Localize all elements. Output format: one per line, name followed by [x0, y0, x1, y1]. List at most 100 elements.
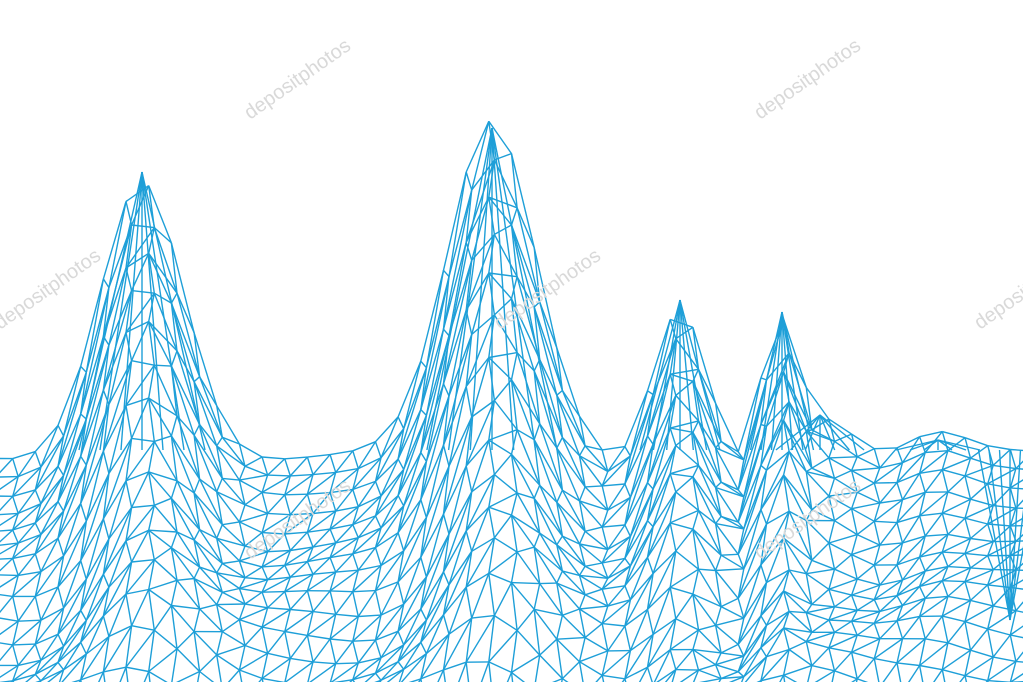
mesh-edge: [988, 449, 1011, 621]
mesh-edge: [193, 577, 223, 593]
mesh-edge: [465, 314, 496, 387]
mesh-edge: [562, 678, 569, 682]
mesh-edge: [850, 456, 858, 471]
mesh-edge: [782, 590, 790, 612]
mesh-edge: [766, 450, 790, 471]
mesh-edge: [539, 484, 564, 537]
mesh-edge: [306, 510, 337, 533]
mesh-edge: [284, 565, 291, 578]
mesh-edge: [728, 676, 745, 682]
mesh-edge: [352, 672, 376, 681]
mesh-edge: [556, 535, 563, 546]
mesh-edge: [850, 433, 858, 457]
mesh-edge: [222, 521, 240, 526]
mesh-edge: [488, 506, 512, 516]
mesh-edge: [176, 648, 201, 672]
mesh-edge: [488, 351, 518, 359]
mesh-edge: [448, 491, 473, 535]
mesh-edge: [873, 604, 903, 624]
mesh-edge: [448, 550, 473, 586]
mesh-edge: [289, 531, 308, 551]
mesh-edge: [284, 531, 308, 535]
mesh-edge: [171, 648, 178, 682]
mesh-edge: [879, 447, 898, 469]
mesh-edge: [238, 465, 246, 481]
mesh-edge: [374, 469, 405, 517]
mesh-edge: [918, 452, 926, 474]
mesh-edge: [556, 447, 586, 488]
mesh-edge: [714, 403, 722, 442]
mesh-edge: [1015, 533, 1023, 542]
mesh-edge: [924, 580, 943, 599]
mesh-edge: [539, 582, 557, 585]
mesh-edge: [561, 614, 586, 639]
mesh-edge: [448, 189, 473, 277]
mesh-edge: [873, 448, 881, 469]
mesh-edge: [743, 509, 762, 569]
mesh-edge: [959, 675, 966, 682]
mesh-edge: [896, 452, 926, 484]
mesh-edge: [12, 665, 19, 682]
mesh-edge: [239, 579, 268, 590]
mesh-edge: [267, 474, 291, 477]
mesh-edge: [584, 588, 603, 596]
mesh-edge: [57, 520, 87, 588]
mesh-edge: [896, 585, 920, 597]
mesh-edge: [153, 292, 178, 352]
mesh-edge: [964, 475, 972, 500]
mesh-edge: [601, 599, 631, 625]
mesh-edge: [34, 607, 65, 645]
mesh-edge: [357, 515, 377, 539]
mesh-edge: [970, 537, 994, 543]
mesh-edge: [267, 652, 291, 660]
mesh-edge: [125, 625, 133, 668]
mesh-edge: [760, 569, 790, 617]
mesh-edge: [720, 652, 744, 657]
mesh-edge: [125, 227, 155, 269]
mesh-edge: [760, 647, 768, 658]
mesh-edge: [516, 352, 535, 372]
mesh-edge: [533, 439, 564, 491]
mesh-edge: [873, 482, 881, 504]
mesh-edge: [698, 629, 722, 654]
mesh-edge: [488, 474, 496, 508]
mesh-edge: [80, 365, 87, 373]
mesh-edge: [987, 483, 994, 506]
mesh-edge: [307, 528, 331, 533]
mesh-edge: [947, 491, 971, 500]
mesh-edge: [244, 577, 268, 581]
mesh-edge: [964, 464, 994, 477]
mesh-edge: [909, 439, 939, 451]
mesh-edge: [783, 474, 813, 511]
mesh-edge: [856, 622, 875, 636]
mesh-edge: [34, 510, 65, 555]
mesh-edge: [12, 558, 19, 576]
mesh-edge: [896, 542, 904, 566]
mesh-edge: [534, 608, 563, 616]
mesh-edge: [153, 629, 178, 650]
mesh-edge: [397, 517, 428, 583]
mesh-edge: [814, 670, 835, 682]
mesh-edge: [828, 588, 852, 596]
mesh-edge: [97, 671, 105, 682]
mesh-edge: [352, 553, 359, 571]
mesh-edge: [12, 466, 42, 497]
mesh-edge: [675, 593, 694, 620]
mesh-edge: [941, 599, 971, 617]
mesh-edge: [465, 159, 496, 243]
mesh-edge: [289, 561, 308, 578]
mesh-edge: [964, 600, 972, 622]
mesh-edge: [284, 609, 291, 632]
mesh-edge: [12, 496, 19, 514]
mesh-edge: [12, 621, 19, 646]
mesh-edge: [176, 480, 201, 530]
mesh-edge: [873, 638, 881, 659]
mesh-edge: [539, 532, 558, 546]
mesh-edge: [579, 608, 603, 625]
mesh-edge: [57, 413, 82, 467]
mesh-edge: [488, 120, 513, 155]
mesh-edge: [358, 614, 382, 618]
mesh-edge: [357, 590, 377, 617]
mesh-edge: [669, 629, 699, 651]
mesh-edge: [510, 514, 535, 548]
